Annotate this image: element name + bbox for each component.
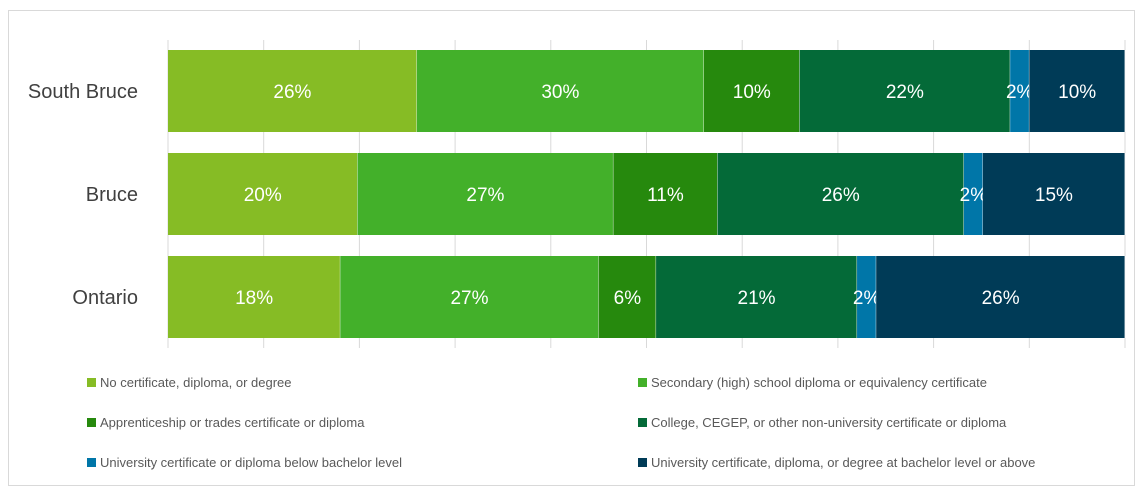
data-label: 6% — [614, 288, 642, 309]
bar-segment — [656, 256, 858, 338]
bar-segment — [982, 153, 1125, 235]
bar-segment — [168, 153, 358, 235]
data-label: 26% — [822, 185, 860, 206]
legend-label: No certificate, diploma, or degree — [100, 375, 291, 390]
data-label: 27% — [466, 185, 504, 206]
data-label: 10% — [1058, 82, 1096, 103]
legend-swatch — [87, 458, 96, 467]
bar-segment — [168, 256, 341, 338]
legend-swatch — [638, 378, 647, 387]
bar-segment — [613, 153, 718, 235]
data-label: 30% — [541, 82, 579, 103]
bar-segment — [357, 153, 614, 235]
data-label: 15% — [1035, 185, 1073, 206]
category-label: Bruce — [86, 184, 138, 206]
bar-group-south-bruce: 26% 30% 10% 22% 2% 10% — [168, 50, 1126, 132]
bar-segment — [799, 50, 1011, 132]
legend-label: College, CEGEP, or other non-university … — [651, 415, 1007, 430]
legend-item: No certificate, diploma, or degree — [87, 375, 291, 390]
legend: No certificate, diploma, or degree Second… — [87, 375, 1035, 470]
legend-label: University certificate, diploma, or degr… — [651, 455, 1035, 470]
data-label: 22% — [886, 82, 924, 103]
bar-segment — [340, 256, 599, 338]
data-label: 21% — [738, 288, 776, 309]
legend-swatch — [638, 418, 647, 427]
legend-item: University certificate or diploma below … — [87, 455, 402, 470]
data-label: 10% — [733, 82, 771, 103]
data-label: 20% — [244, 185, 282, 206]
category-label: South Bruce — [28, 81, 138, 103]
bar-segment — [416, 50, 704, 132]
legend-swatch — [87, 418, 96, 427]
data-label: 2% — [853, 288, 881, 309]
data-label: 27% — [450, 288, 488, 309]
data-label: 11% — [647, 185, 684, 206]
bar-group-bruce: 20% 27% 11% 26% 2% 15% — [168, 153, 1126, 235]
legend-item: Secondary (high) school diploma or equiv… — [638, 375, 987, 390]
legend-swatch — [638, 458, 647, 467]
legend-label: Apprenticeship or trades certificate or … — [100, 415, 365, 430]
data-label: 2% — [1006, 82, 1034, 103]
legend-label: University certificate or diploma below … — [100, 455, 402, 470]
bar-segment — [168, 50, 417, 132]
bar-segment — [598, 256, 657, 338]
legend-item: Apprenticeship or trades certificate or … — [87, 415, 365, 430]
category-label: Ontario — [72, 287, 138, 309]
data-label: 26% — [273, 82, 311, 103]
bar-segment — [717, 153, 964, 235]
data-label: 18% — [235, 288, 273, 309]
data-label: 2% — [960, 185, 988, 206]
legend-swatch — [87, 378, 96, 387]
legend-item: College, CEGEP, or other non-university … — [638, 415, 1007, 430]
bar-segment — [963, 153, 983, 235]
bar-segment — [703, 50, 800, 132]
bar-segment — [876, 256, 1125, 338]
bar-segment — [1010, 50, 1030, 132]
legend-item: University certificate, diploma, or degr… — [638, 455, 1035, 470]
bar-segment — [1029, 50, 1125, 132]
legend-label: Secondary (high) school diploma or equiv… — [651, 375, 987, 390]
bar-segment — [857, 256, 877, 338]
data-label: 26% — [982, 288, 1020, 309]
bar-group-ontario: 18% 27% 6% 21% 2% 26% — [168, 256, 1126, 338]
